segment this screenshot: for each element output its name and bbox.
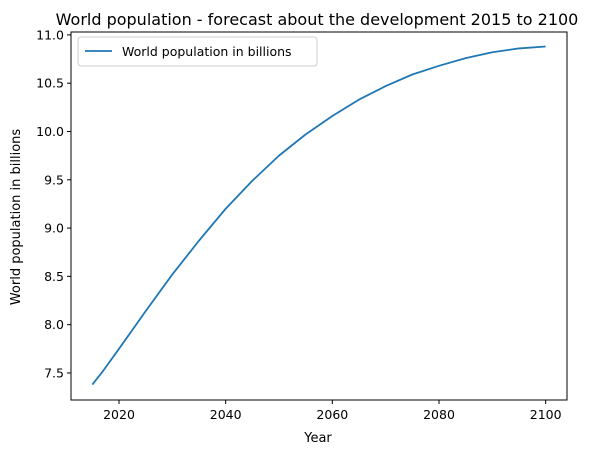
x-tick-label: 2060 — [316, 407, 348, 422]
y-tick-label: 11.0 — [36, 27, 64, 42]
y-tick-label: 9.5 — [44, 172, 64, 187]
x-axis-label: Year — [303, 431, 332, 446]
x-tick-label: 2020 — [103, 407, 135, 422]
y-tick-label: 10.5 — [36, 76, 64, 91]
y-axis-label: World population in billions — [9, 129, 24, 306]
chart-title: World population - forecast about the de… — [56, 10, 579, 29]
series-line-world-population — [91, 45, 546, 386]
y-tick-label: 7.5 — [44, 365, 64, 380]
x-tick-label: 2040 — [210, 407, 242, 422]
plot-area-frame — [70, 31, 568, 401]
y-tick-label: 9.0 — [44, 221, 64, 236]
x-axis-ticks: 2020 2040 2060 2080 2100 — [103, 400, 562, 422]
legend-entry-world-population: World population in billions — [122, 44, 292, 59]
y-axis-ticks: 7.5 8.0 8.5 9.0 9.5 10.0 10.5 11.0 — [36, 27, 71, 380]
x-tick-label: 2080 — [423, 407, 455, 422]
y-tick-label: 8.0 — [44, 317, 64, 332]
y-tick-label: 8.5 — [44, 269, 64, 284]
legend-box — [77, 36, 318, 67]
x-tick-label: 2100 — [530, 407, 562, 422]
legend: World population in billions — [77, 36, 318, 67]
y-tick-label: 10.0 — [36, 124, 64, 139]
